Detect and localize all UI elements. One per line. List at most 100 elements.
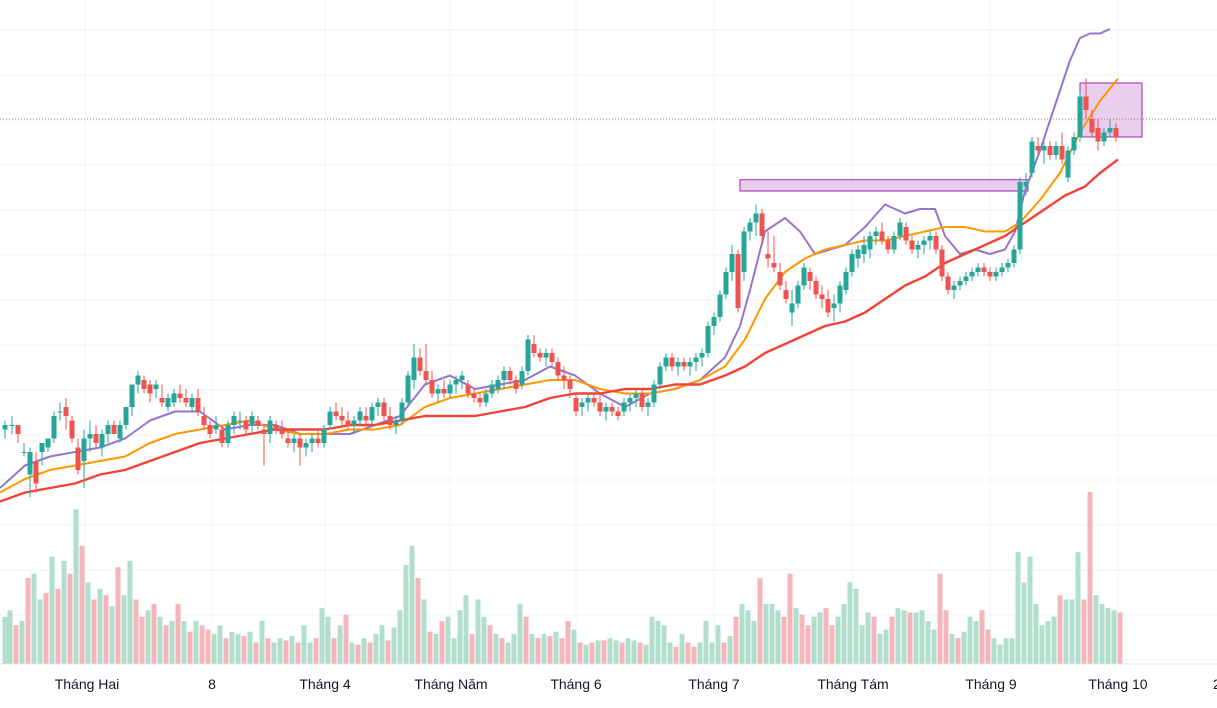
candle-body xyxy=(801,267,807,286)
candle-body xyxy=(135,375,141,385)
volume-bar xyxy=(223,638,229,664)
candle-body xyxy=(1047,146,1053,155)
candle-body xyxy=(885,240,891,250)
candle-body xyxy=(771,263,777,268)
candle-down xyxy=(759,209,765,245)
volume-bar xyxy=(793,608,799,664)
candle-body xyxy=(1011,249,1017,263)
candle-body xyxy=(81,438,87,461)
volume-bar xyxy=(55,588,61,664)
candle-down xyxy=(387,407,393,430)
candle-body xyxy=(855,249,861,259)
volume-bar xyxy=(25,578,31,664)
volume-bar xyxy=(2,616,8,664)
candle-down xyxy=(1095,119,1101,151)
candle-body xyxy=(189,398,195,407)
candle-up xyxy=(897,218,903,241)
candle-up xyxy=(309,434,315,452)
volume-bar xyxy=(805,625,811,664)
candle-body xyxy=(597,402,603,412)
candle-up xyxy=(585,393,591,412)
volume-bar xyxy=(769,603,775,664)
candle-body xyxy=(27,452,33,475)
volume-bar xyxy=(1069,599,1075,664)
candle-body xyxy=(297,438,303,448)
volume-bar xyxy=(109,605,115,664)
candle-body xyxy=(315,438,321,443)
volume-bar xyxy=(907,612,913,664)
candle-down xyxy=(933,231,939,254)
candle-body xyxy=(795,285,801,304)
volume-bar xyxy=(511,633,517,664)
candle-body xyxy=(1017,182,1023,250)
candle-up xyxy=(213,416,219,434)
candle-up xyxy=(303,438,309,457)
candle-body xyxy=(627,398,633,403)
volume-bar xyxy=(79,545,85,664)
volume-bar xyxy=(625,638,631,664)
candle-up xyxy=(951,281,957,299)
candle-down xyxy=(573,393,579,416)
candle-up xyxy=(1077,92,1083,142)
candle-down xyxy=(345,411,351,430)
candle-body xyxy=(243,420,249,430)
candle-up xyxy=(891,231,897,254)
candle-down xyxy=(465,380,471,398)
volume-bar xyxy=(367,642,373,664)
candle-down xyxy=(939,245,945,281)
candle-body xyxy=(435,389,441,394)
candle-up xyxy=(993,267,999,281)
volume-bar xyxy=(1105,608,1111,664)
volume-bar xyxy=(949,633,955,664)
volume-bar xyxy=(715,625,721,664)
candle-up xyxy=(21,443,27,457)
volume-bar xyxy=(541,633,547,664)
candle-body xyxy=(891,236,897,250)
volume-bar xyxy=(709,642,715,664)
volume-bar xyxy=(295,642,301,664)
volume-bar xyxy=(889,616,895,664)
volume-bar xyxy=(379,625,385,664)
volume-bar xyxy=(577,642,583,664)
volume-bar xyxy=(469,633,475,664)
candle-up xyxy=(495,375,501,394)
volume-bar xyxy=(31,573,37,664)
volume-bar xyxy=(877,633,883,664)
candle-down xyxy=(513,375,519,394)
volume-bar xyxy=(241,636,247,664)
candle-up xyxy=(1107,119,1113,137)
volume-bar xyxy=(1021,582,1027,664)
candle-body xyxy=(333,411,339,416)
candle-body xyxy=(897,222,903,236)
volume-bar xyxy=(943,610,949,664)
volume-bar xyxy=(361,638,367,664)
candle-up xyxy=(687,357,693,376)
candle-up xyxy=(501,366,507,389)
candles xyxy=(2,78,1119,497)
volume-bar xyxy=(673,646,679,664)
candle-body xyxy=(93,434,99,443)
candle-body xyxy=(519,371,525,385)
volume-bar xyxy=(145,610,151,664)
candle-body xyxy=(555,362,561,376)
candle-down xyxy=(297,434,303,466)
volume-bar xyxy=(991,638,997,664)
volume-bar xyxy=(211,633,217,664)
volume-bar xyxy=(7,610,13,664)
candle-down xyxy=(429,371,435,398)
candle-body xyxy=(195,398,201,412)
volume-bar xyxy=(1003,638,1009,664)
candle-up xyxy=(51,411,57,443)
candle-up xyxy=(645,398,651,416)
candle-up xyxy=(375,398,381,416)
candle-down xyxy=(201,407,207,430)
candle-body xyxy=(105,425,111,434)
volume-bar xyxy=(169,621,175,664)
volume-bar xyxy=(259,621,265,664)
candle-body xyxy=(483,393,489,403)
candle-up xyxy=(327,407,333,430)
volume-bar xyxy=(193,621,199,664)
candle-up xyxy=(321,425,327,448)
